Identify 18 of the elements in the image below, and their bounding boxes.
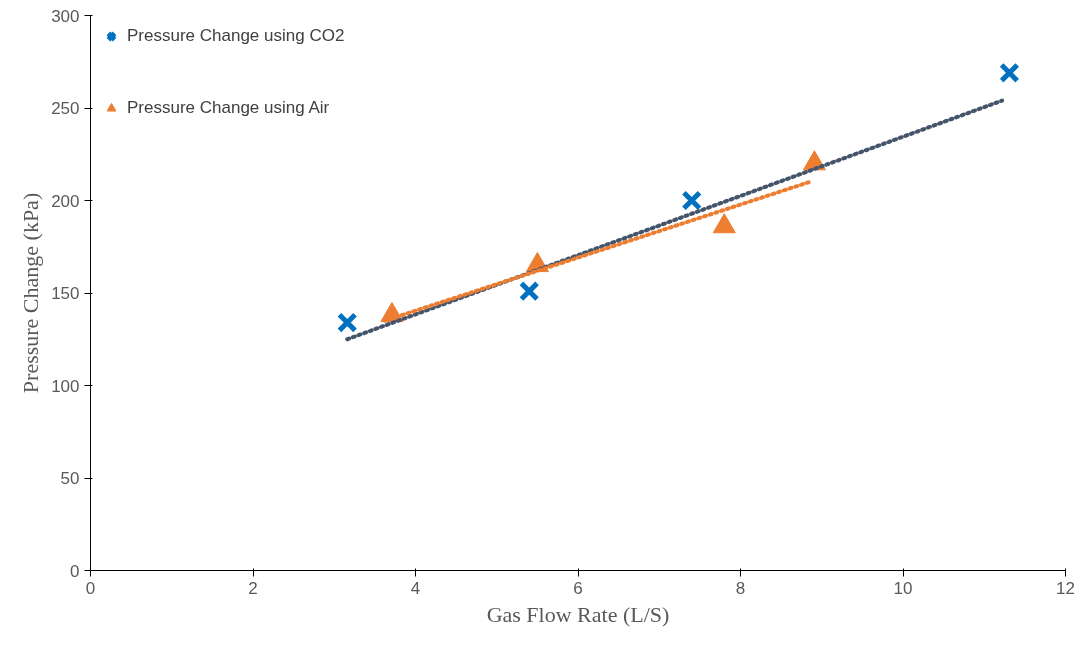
x-tick-label: 0 <box>85 578 96 598</box>
x-tick-label: 10 <box>893 578 913 598</box>
legend-label: Pressure Change using Air <box>127 98 330 118</box>
x-tick-label: 12 <box>1056 578 1075 598</box>
x-tick-label: 6 <box>573 578 583 598</box>
x-tick-label: 8 <box>735 578 746 598</box>
y-tick-label: 100 <box>51 376 80 396</box>
y-tick-label: 200 <box>51 191 80 211</box>
y-tick-label: 300 <box>51 6 80 26</box>
y-tick-label: 50 <box>60 469 80 488</box>
x-tick-label: 4 <box>410 578 421 598</box>
x-tick-label: 2 <box>248 578 258 598</box>
y-tick-label: 150 <box>51 284 80 303</box>
y-tick-label: 0 <box>70 561 80 581</box>
x-axis-title: Gas Flow Rate (L/S) <box>486 601 670 627</box>
legend-label: Pressure Change using CO2 <box>127 26 345 46</box>
y-axis-title: Pressure Change (kPa) <box>18 192 44 394</box>
y-tick-label: 250 <box>51 99 80 118</box>
